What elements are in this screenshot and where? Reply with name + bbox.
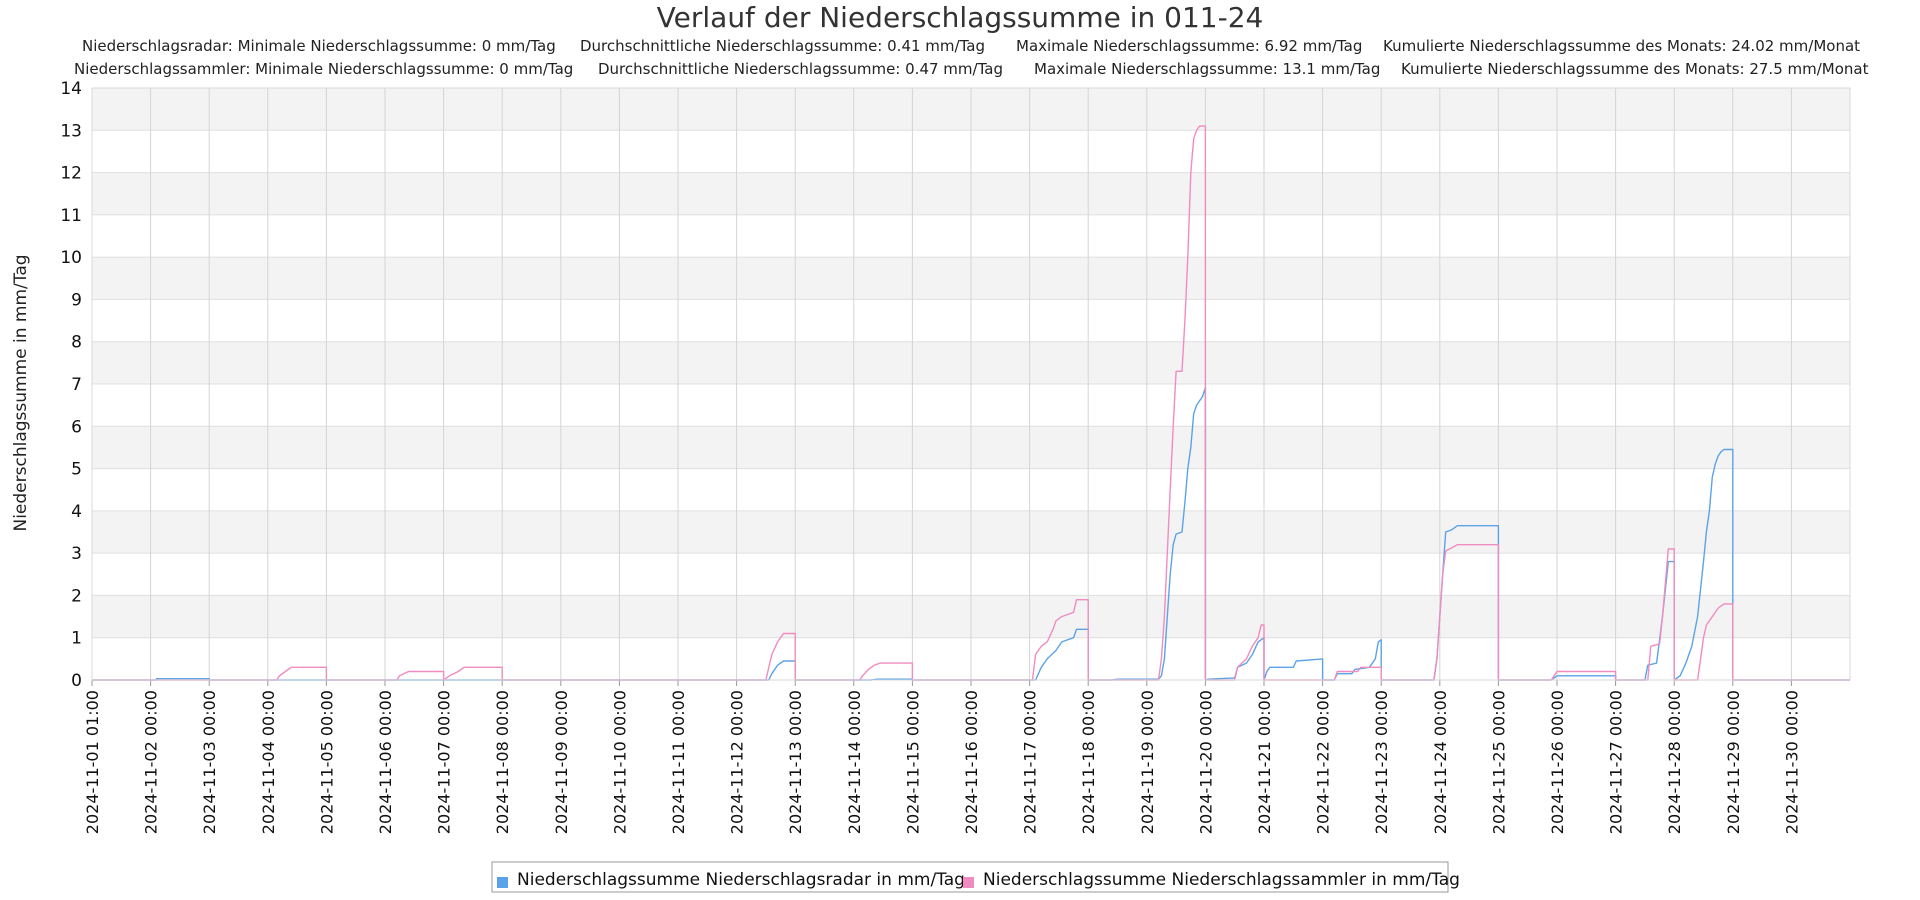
x-tick-2: 2024-11-03 00:00 [200,690,219,834]
y-tick-3: 3 [71,544,82,564]
x-tick-6: 2024-11-07 00:00 [435,690,454,834]
x-tick-1: 2024-11-02 00:00 [142,690,161,834]
x-tick-14: 2024-11-15 00:00 [903,690,922,834]
x-tick-20: 2024-11-21 00:00 [1255,690,1274,834]
y-tick-14: 14 [60,79,82,99]
x-tick-16: 2024-11-17 00:00 [1021,690,1040,834]
stat-sammler-min: Niederschlagssammler: Minimale Niedersch… [74,60,573,78]
stat-sammler-max: Maximale Niederschlagssumme: 13.1 mm/Tag [1034,60,1380,78]
stat-sammler-avg: Durchschnittliche Niederschlagssumme: 0.… [598,60,1003,78]
x-tick-28: 2024-11-29 00:00 [1724,690,1743,834]
y-tick-2: 2 [71,586,82,606]
x-tick-22: 2024-11-23 00:00 [1372,690,1391,834]
y-tick-6: 6 [71,417,82,437]
stat-radar-avg: Durchschnittliche Niederschlagssumme: 0.… [580,37,985,55]
x-tick-9: 2024-11-10 00:00 [610,690,629,834]
chart-title: Verlauf der Niederschlagssumme in 011-24 [657,1,1264,34]
stat-sammler-cum: Kumulierte Niederschlagssumme des Monats… [1401,60,1869,78]
x-tick-5: 2024-11-06 00:00 [376,690,395,834]
legend-swatch-radar [497,877,508,888]
x-tick-18: 2024-11-19 00:00 [1138,690,1157,834]
x-tick-23: 2024-11-24 00:00 [1431,690,1450,834]
stats-line-2: Niederschlagssammler: Minimale Niedersch… [74,60,1869,78]
y-tick-4: 4 [71,502,82,522]
x-tick-7: 2024-11-08 00:00 [493,690,512,834]
x-tick-4: 2024-11-05 00:00 [317,690,336,834]
x-tick-8: 2024-11-09 00:00 [552,690,571,834]
y-tick-10: 10 [60,248,82,268]
y-tick-5: 5 [71,460,82,480]
x-tick-10: 2024-11-11 00:00 [669,690,688,834]
stats-line-1: Niederschlagsradar: Minimale Niederschla… [82,37,1860,55]
x-tick-0: 2024-11-01 01:00 [83,690,102,834]
y-tick-0: 0 [71,671,82,691]
y-tick-8: 8 [71,333,82,353]
x-tick-21: 2024-11-22 00:00 [1314,690,1333,834]
series-line-radar [92,386,1850,681]
x-tick-12: 2024-11-13 00:00 [786,690,805,834]
x-tick-24: 2024-11-25 00:00 [1489,690,1508,834]
x-tick-25: 2024-11-26 00:00 [1548,690,1567,834]
x-tick-3: 2024-11-04 00:00 [259,690,278,834]
plot-frame [91,87,1851,681]
y-tick-7: 7 [71,375,82,395]
x-tick-11: 2024-11-12 00:00 [728,690,747,834]
x-tick-15: 2024-11-16 00:00 [962,690,981,834]
x-tick-17: 2024-11-18 00:00 [1079,690,1098,834]
stat-radar-min: Niederschlagsradar: Minimale Niederschla… [82,37,556,55]
legend-label-radar: Niederschlagssumme Niederschlagsradar in… [517,870,965,890]
stat-radar-max: Maximale Niederschlagssumme: 6.92 mm/Tag [1016,37,1362,55]
x-tick-19: 2024-11-20 00:00 [1196,690,1215,834]
x-tick-29: 2024-11-30 00:00 [1782,690,1801,834]
x-tick-labels: 2024-11-01 01:00 2024-11-02 00:00 2024-11-… [83,690,1801,834]
legend-label-sammler: Niederschlagssumme Niederschlagssammler … [983,870,1460,890]
stat-radar-cum: Kumulierte Niederschlagssumme des Monats… [1383,37,1860,55]
y-tick-9: 9 [71,290,82,310]
x-tick-26: 2024-11-27 00:00 [1607,690,1626,834]
y-tick-13: 13 [60,121,82,141]
legend-swatch-sammler [963,877,974,888]
x-tick-13: 2024-11-14 00:00 [845,690,864,834]
y-tick-1: 1 [71,629,82,649]
x-tick-27: 2024-11-28 00:00 [1665,690,1684,834]
y-axis-label: Niederschlagssumme in mm/Tag [11,254,31,531]
y-tick-11: 11 [60,206,82,226]
y-tick-12: 12 [60,164,82,184]
legend: Niederschlagssumme Niederschlagsradar in… [491,861,1460,893]
